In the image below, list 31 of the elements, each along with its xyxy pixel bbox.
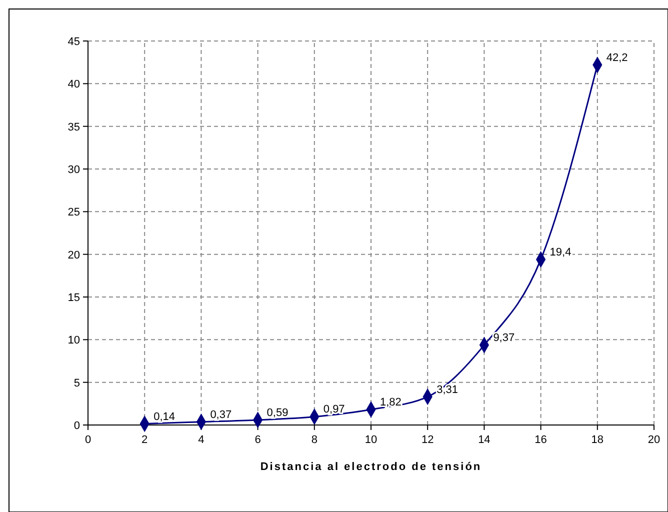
x-tick-label: 4 [198, 434, 204, 446]
y-tick-label: 5 [74, 377, 80, 390]
x-tick-label: 2 [142, 434, 148, 446]
data-label: 0,59 [266, 406, 288, 419]
y-tick-label: 25 [68, 206, 80, 219]
data-label: 1,82 [380, 396, 402, 408]
data-label: 19,4 [550, 246, 572, 258]
x-tick-label: 6 [254, 434, 261, 446]
data-label: 9,37 [493, 332, 515, 344]
y-tick-label: 0 [74, 420, 80, 432]
x-tick-label: 14 [478, 434, 490, 446]
x-tick-label: 16 [534, 434, 547, 446]
y-tick-label: 35 [68, 121, 80, 134]
y-tick-label: 40 [68, 78, 80, 91]
data-label: 0,14 [154, 410, 176, 423]
x-tick-label: 20 [648, 434, 660, 446]
x-axis-title: Distancia al electrodo de tensión [260, 461, 482, 473]
data-label: 42,2 [606, 52, 628, 64]
x-tick-label: 0 [84, 434, 92, 446]
y-tick-label: 15 [68, 292, 80, 304]
y-tick-label: 10 [68, 334, 80, 347]
data-label: 3,31 [436, 384, 458, 396]
y-tick-label: 20 [68, 249, 80, 262]
data-label: 0,37 [210, 408, 232, 421]
y-tick-label: 30 [68, 164, 80, 176]
data-label: 0,97 [323, 404, 345, 416]
x-tick-label: 12 [421, 434, 434, 446]
x-tick-label: 10 [364, 434, 378, 446]
x-tick-label: 18 [591, 434, 604, 446]
y-tick-label: 45 [68, 36, 80, 48]
x-tick-label: 8 [311, 434, 318, 446]
